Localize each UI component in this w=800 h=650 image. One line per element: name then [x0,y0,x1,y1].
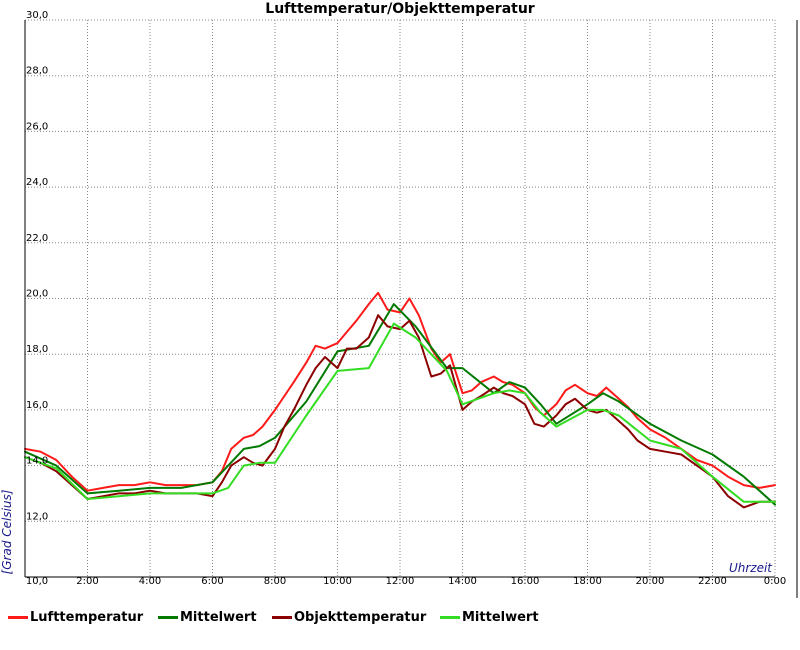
y-tick-label: 12,0 [26,511,48,522]
x-tick-label: 10,0 [26,576,48,587]
y-axis-label: [Grad Celsius] [0,489,14,574]
legend-swatch-mittelwert-luft [158,615,178,619]
y-tick-label: 16,0 [26,400,48,411]
x-tick-label: 18:00 [573,576,602,587]
y-tick-label: 30,0 [26,10,48,21]
series-line-2 [24,303,776,506]
y-tick-label: 22,0 [26,233,48,244]
legend-swatch-lufttemperatur [8,615,28,619]
legend-swatch-objekttemperatur [272,615,292,619]
legend-label-mittelwert-luft: Mittelwert [180,609,257,625]
y-tick-label: 20,0 [26,289,48,300]
legend-item-objekttemperatur: Objekttemperatur [272,606,426,628]
legend-swatch-mittelwert-objekt [440,615,460,619]
x-tick-label: 6:00 [201,576,223,587]
x-tick-label: 4:00 [139,576,161,587]
x-tick-label: 16:00 [511,576,540,587]
legend-label-lufttemperatur: Lufttemperatur [30,609,144,625]
legend-label-mittelwert-objekt: Mittelwert [462,609,539,625]
x-tick-label: 0:00 [764,576,786,587]
grid [25,19,776,577]
series-line-4 [24,322,776,503]
x-tick-label: 2:00 [76,576,98,587]
y-tick-label: 14,0 [26,456,48,467]
y-tick-label: 18,0 [26,344,48,355]
tick-labels: 10,0 2:00 4:00 6:00 8:00 10:00 12:00 14:00 16:00… [26,10,786,587]
y-tick-label: 28,0 [26,66,48,77]
x-tick-label: 8:00 [264,576,286,587]
series-line-1 [24,291,776,492]
legend-item-mittelwert-luft: Mittelwert [158,606,257,628]
legend-item-mittelwert-objekt: Mittelwert [440,606,539,628]
legend: Lufttemperatur Mittelwert Objekttemperat… [8,606,798,628]
x-tick-label: 10:00 [323,576,352,587]
x-tick-label: 22:00 [698,576,727,587]
axes [24,20,798,598]
y-tick-label: 24,0 [26,177,48,188]
x-axis-label: Uhrzeit [729,561,773,575]
x-tick-label: 12:00 [386,576,415,587]
y-tick-label: 26,0 [26,121,48,132]
legend-label-objekttemperatur: Objekttemperatur [294,609,427,625]
x-tick-label: 14:00 [448,576,477,587]
series-layer [24,291,776,509]
legend-item-lufttemperatur: Lufttemperatur [8,606,143,628]
chart-title: Lufttemperatur/Objekttemperatur [265,1,535,17]
x-tick-label: 20:00 [636,576,665,587]
